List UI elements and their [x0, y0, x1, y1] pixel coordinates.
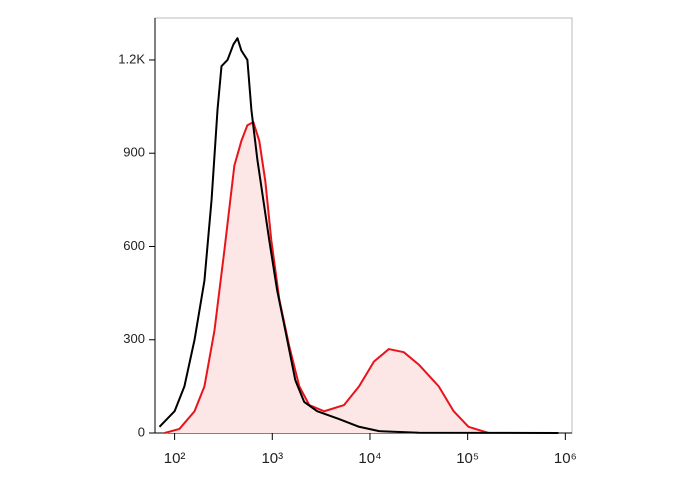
- y-tick-label: 300: [123, 331, 145, 346]
- y-tick-label: 900: [123, 145, 145, 160]
- x-tick-label: 10⁶: [554, 450, 577, 467]
- series-line: [158, 37, 559, 434]
- x-tick-label: 10³: [261, 450, 283, 467]
- series-area: [164, 122, 489, 433]
- y-tick-label: 600: [123, 238, 145, 253]
- y-tick-label: 1.2K: [118, 51, 145, 66]
- y-tick-label: 0: [138, 424, 145, 439]
- x-tick-label: 10²: [164, 450, 186, 467]
- x-tick-label: 10⁵: [456, 450, 479, 467]
- x-tick-label: 10⁴: [358, 450, 381, 467]
